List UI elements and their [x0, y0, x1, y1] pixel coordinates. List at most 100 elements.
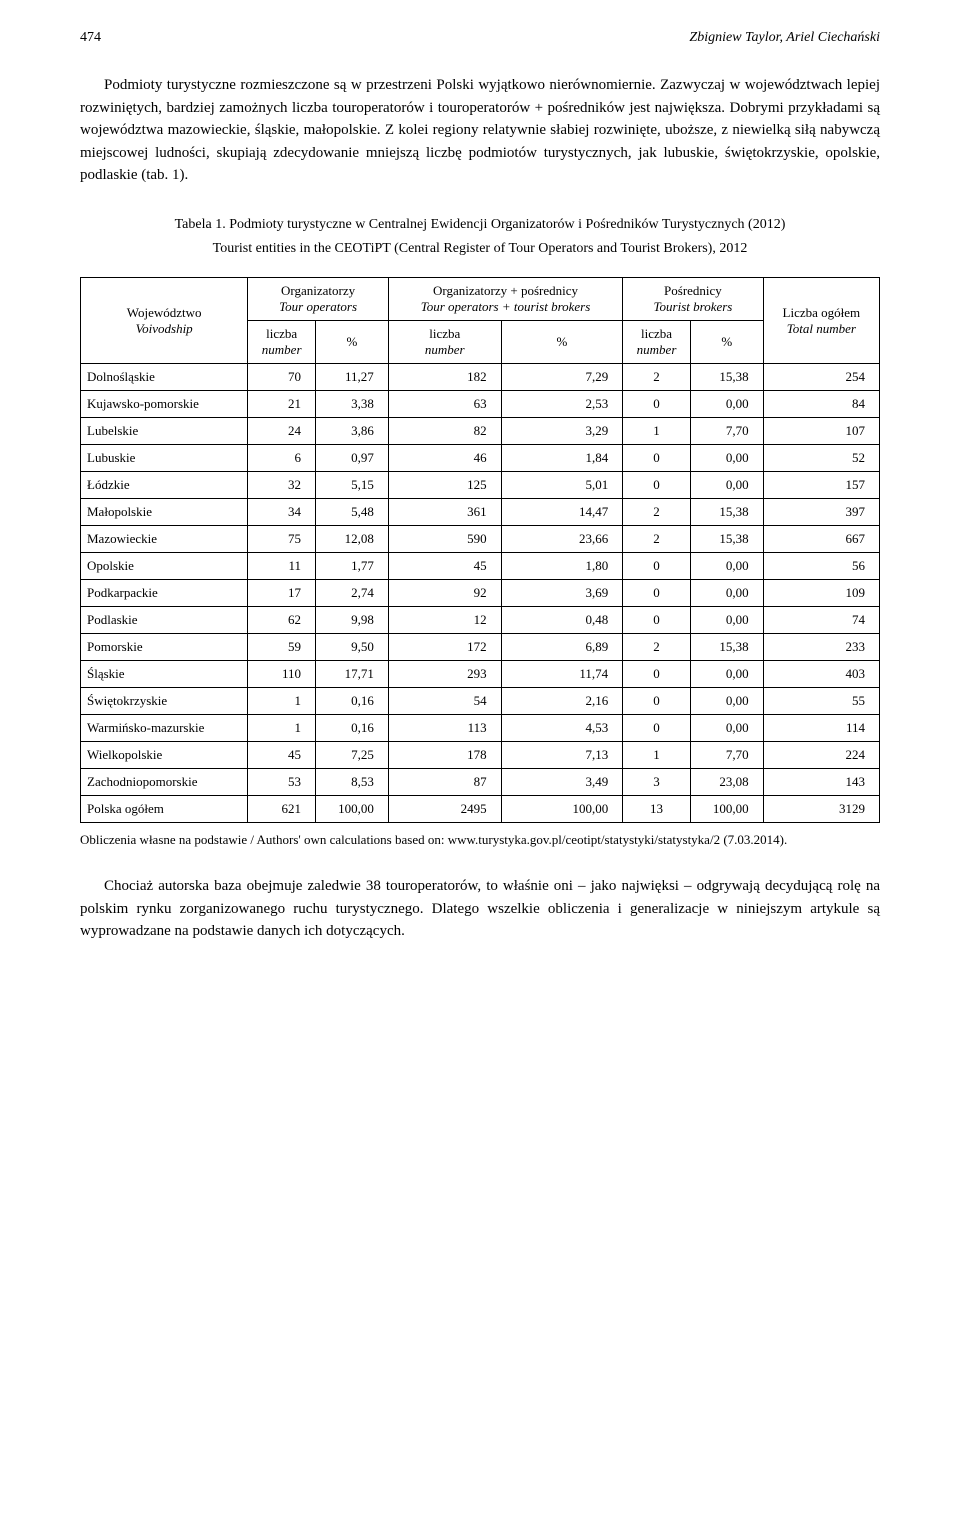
- cell-t: 3129: [763, 796, 879, 823]
- cell-o-n: 32: [248, 472, 316, 499]
- cell-o-n: 621: [248, 796, 316, 823]
- cell-p-n: 0: [623, 607, 691, 634]
- cell-op-n: 361: [388, 499, 501, 526]
- cell-op-n: 46: [388, 445, 501, 472]
- cell-t: 403: [763, 661, 879, 688]
- cell-t: 254: [763, 364, 879, 391]
- table-row: Warmińsko-mazurskie10,161134,5300,00114: [81, 715, 880, 742]
- cell-op-p: 14,47: [501, 499, 623, 526]
- table-row: Wielkopolskie457,251787,1317,70224: [81, 742, 880, 769]
- cell-t: 84: [763, 391, 879, 418]
- cell-p-n: 2: [623, 364, 691, 391]
- cell-name: Polska ogółem: [81, 796, 248, 823]
- cell-p-p: 15,38: [690, 526, 763, 553]
- cell-p-p: 0,00: [690, 391, 763, 418]
- cell-t: 55: [763, 688, 879, 715]
- cell-name: Lubuskie: [81, 445, 248, 472]
- cell-p-n: 0: [623, 688, 691, 715]
- cell-o-p: 0,16: [315, 715, 388, 742]
- cell-p-p: 0,00: [690, 715, 763, 742]
- cell-p-p: 0,00: [690, 445, 763, 472]
- table-subtitle: Tourist entities in the CEOTiPT (Central…: [80, 239, 880, 259]
- cell-o-p: 12,08: [315, 526, 388, 553]
- cell-op-n: 82: [388, 418, 501, 445]
- cell-t: 157: [763, 472, 879, 499]
- cell-t: 56: [763, 553, 879, 580]
- cell-p-p: 7,70: [690, 418, 763, 445]
- cell-o-p: 9,98: [315, 607, 388, 634]
- cell-p-n: 0: [623, 553, 691, 580]
- paragraph-1: Podmioty turystyczne rozmieszczone są w …: [80, 74, 880, 187]
- cell-p-n: 0: [623, 661, 691, 688]
- th-liczba: liczba number: [248, 321, 316, 364]
- table-row: Dolnośląskie7011,271827,29215,38254: [81, 364, 880, 391]
- table-row: Pomorskie599,501726,89215,38233: [81, 634, 880, 661]
- cell-p-p: 23,08: [690, 769, 763, 796]
- cell-op-n: 125: [388, 472, 501, 499]
- cell-name: Mazowieckie: [81, 526, 248, 553]
- cell-p-p: 7,70: [690, 742, 763, 769]
- th-pos: Pośrednicy Tourist brokers: [623, 278, 763, 321]
- cell-o-p: 100,00: [315, 796, 388, 823]
- cell-op-p: 3,49: [501, 769, 623, 796]
- table-row: Mazowieckie7512,0859023,66215,38667: [81, 526, 880, 553]
- table-row: Zachodniopomorskie538,53873,49323,08143: [81, 769, 880, 796]
- cell-op-p: 0,48: [501, 607, 623, 634]
- table-row: Śląskie11017,7129311,7400,00403: [81, 661, 880, 688]
- table-row: Świętokrzyskie10,16542,1600,0055: [81, 688, 880, 715]
- table-row: Lubelskie243,86823,2917,70107: [81, 418, 880, 445]
- cell-name: Dolnośląskie: [81, 364, 248, 391]
- table-row: Podlaskie629,98120,4800,0074: [81, 607, 880, 634]
- cell-name: Zachodniopomorskie: [81, 769, 248, 796]
- th-pct: %: [315, 321, 388, 364]
- cell-o-p: 0,97: [315, 445, 388, 472]
- cell-op-p: 23,66: [501, 526, 623, 553]
- cell-p-n: 2: [623, 634, 691, 661]
- cell-o-n: 6: [248, 445, 316, 472]
- cell-t: 233: [763, 634, 879, 661]
- cell-t: 667: [763, 526, 879, 553]
- cell-t: 114: [763, 715, 879, 742]
- cell-o-n: 70: [248, 364, 316, 391]
- cell-o-n: 17: [248, 580, 316, 607]
- cell-o-p: 0,16: [315, 688, 388, 715]
- cell-p-n: 3: [623, 769, 691, 796]
- cell-p-n: 0: [623, 391, 691, 418]
- table-row: Małopolskie345,4836114,47215,38397: [81, 499, 880, 526]
- cell-o-p: 5,15: [315, 472, 388, 499]
- cell-t: 397: [763, 499, 879, 526]
- cell-name: Warmińsko-mazurskie: [81, 715, 248, 742]
- cell-o-n: 24: [248, 418, 316, 445]
- cell-op-n: 172: [388, 634, 501, 661]
- cell-o-p: 9,50: [315, 634, 388, 661]
- cell-name: Kujawsko-pomorskie: [81, 391, 248, 418]
- cell-p-p: 15,38: [690, 634, 763, 661]
- cell-o-p: 2,74: [315, 580, 388, 607]
- cell-o-p: 3,38: [315, 391, 388, 418]
- paragraph-2: Chociaż autorska baza obejmuje zaledwie …: [80, 875, 880, 943]
- cell-p-n: 0: [623, 445, 691, 472]
- cell-op-n: 2495: [388, 796, 501, 823]
- table-row: Łódzkie325,151255,0100,00157: [81, 472, 880, 499]
- cell-p-p: 0,00: [690, 607, 763, 634]
- cell-op-n: 45: [388, 553, 501, 580]
- page-number: 474: [80, 30, 101, 46]
- cell-op-n: 92: [388, 580, 501, 607]
- cell-op-p: 2,16: [501, 688, 623, 715]
- cell-o-n: 45: [248, 742, 316, 769]
- cell-op-n: 87: [388, 769, 501, 796]
- cell-op-p: 4,53: [501, 715, 623, 742]
- cell-t: 224: [763, 742, 879, 769]
- cell-p-n: 13: [623, 796, 691, 823]
- cell-p-p: 0,00: [690, 580, 763, 607]
- cell-op-n: 113: [388, 715, 501, 742]
- cell-op-p: 7,13: [501, 742, 623, 769]
- cell-op-p: 7,29: [501, 364, 623, 391]
- cell-o-p: 8,53: [315, 769, 388, 796]
- cell-o-n: 11: [248, 553, 316, 580]
- cell-p-p: 100,00: [690, 796, 763, 823]
- cell-p-n: 0: [623, 472, 691, 499]
- cell-o-p: 5,48: [315, 499, 388, 526]
- cell-p-n: 2: [623, 526, 691, 553]
- cell-op-n: 182: [388, 364, 501, 391]
